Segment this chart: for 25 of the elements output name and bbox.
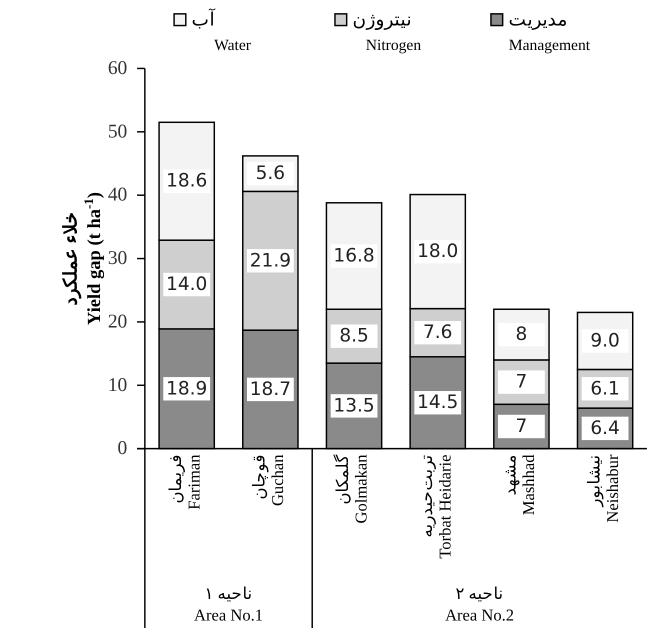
data-label: 14.0 bbox=[166, 274, 208, 296]
data-label: 8.5 bbox=[339, 326, 369, 347]
data-label: 18.6 bbox=[166, 170, 208, 192]
data-label: 21.9 bbox=[250, 250, 291, 272]
data-label: 7.6 bbox=[423, 322, 452, 344]
data-label: 16.8 bbox=[333, 246, 375, 267]
y-tick-label: 10 bbox=[108, 374, 128, 396]
data-label: 18.0 bbox=[417, 241, 458, 262]
y-tick-label: 40 bbox=[108, 184, 128, 206]
data-label: 9.0 bbox=[590, 330, 620, 352]
data-label: 13.5 bbox=[333, 395, 375, 416]
y-tick-label: 0 bbox=[118, 438, 128, 460]
data-label: 6.4 bbox=[590, 418, 620, 439]
data-label: 18.9 bbox=[166, 378, 208, 400]
data-label: 18.7 bbox=[250, 378, 291, 400]
y-tick-label: 60 bbox=[108, 58, 128, 79]
y-tick-label: 50 bbox=[108, 121, 128, 142]
data-label: 14.5 bbox=[417, 392, 458, 414]
y-tick-label: 30 bbox=[108, 248, 128, 270]
y-tick-label: 20 bbox=[108, 311, 128, 332]
data-label: 6.1 bbox=[590, 378, 620, 400]
data-label: 7 bbox=[516, 416, 528, 437]
data-label: 7 bbox=[516, 372, 528, 393]
data-label: 8 bbox=[516, 324, 528, 346]
data-label: 5.6 bbox=[256, 163, 286, 184]
